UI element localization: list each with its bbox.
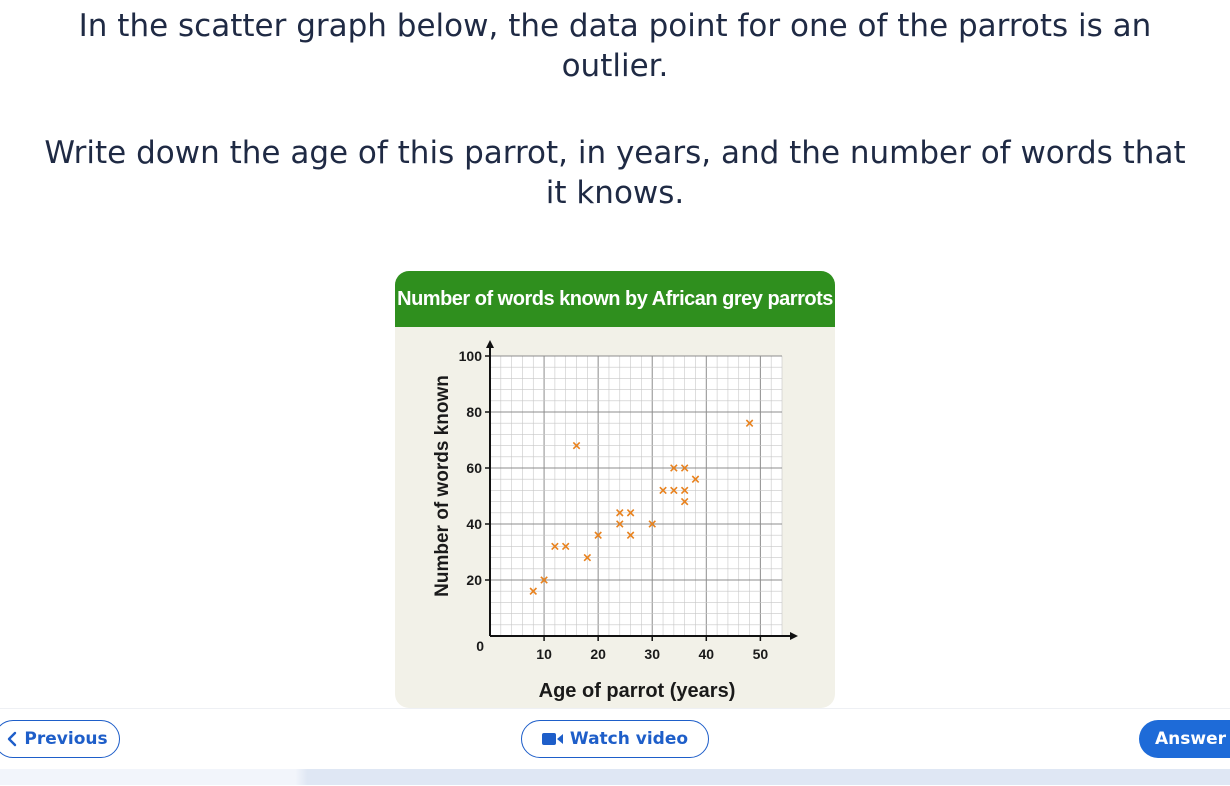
question-line-2: Write down the age of this parrot, in ye…	[44, 135, 1186, 211]
chart-title: Number of words known by African grey pa…	[395, 271, 835, 327]
video-camera-icon	[541, 732, 564, 746]
data-point	[680, 486, 689, 495]
data-point	[540, 576, 548, 584]
answer-label: Answer	[1155, 729, 1226, 749]
y-tick-label: 40	[466, 516, 482, 532]
data-point	[626, 531, 635, 539]
footer-bar	[0, 708, 1230, 786]
x-axis-arrow	[790, 632, 798, 640]
chevron-left-icon	[6, 731, 18, 747]
x-axis-label: Age of parrot (years)	[539, 680, 736, 702]
data-point	[680, 464, 689, 472]
data-point	[594, 531, 602, 539]
data-point	[648, 520, 656, 528]
data-point	[670, 486, 678, 495]
x-tick-label: 50	[753, 646, 769, 662]
footer-band	[0, 769, 1230, 785]
scatter-chart-card: Number of words known by African grey pa…	[395, 271, 835, 708]
question-text: In the scatter graph below, the data poi…	[30, 6, 1200, 213]
x-tick-label: 40	[699, 646, 715, 662]
watch-video-button[interactable]: Watch video	[521, 720, 709, 758]
data-point	[680, 497, 689, 506]
answer-button[interactable]: Answer	[1139, 720, 1230, 758]
data-point	[572, 441, 581, 450]
data-point	[616, 520, 624, 528]
data-point	[659, 486, 667, 495]
previous-button[interactable]: Previous	[0, 720, 120, 758]
data-point	[670, 464, 678, 472]
data-point	[626, 509, 635, 517]
watch-video-label: Watch video	[569, 729, 689, 749]
y-tick-label: 80	[466, 404, 482, 420]
y-tick-label: 100	[459, 348, 483, 364]
y-axis-arrow	[486, 340, 494, 348]
data-point	[561, 542, 570, 551]
x-tick-label: 20	[590, 646, 606, 662]
scatter-chart: 10 20 30 40 50 0 20 40 60 80 100 Age of parrot (ye…	[432, 340, 798, 702]
data-point	[691, 475, 700, 483]
data-point	[583, 553, 592, 562]
data-point	[551, 542, 559, 551]
question-line-1: In the scatter graph below, the data poi…	[78, 8, 1152, 84]
y-axis-label: Number of words known	[432, 375, 453, 597]
data-point	[745, 419, 754, 427]
plot-background	[490, 356, 782, 636]
x-tick-label: 10	[536, 646, 552, 662]
previous-label: Previous	[24, 729, 108, 749]
data-point	[529, 587, 538, 595]
y-tick-label: 60	[466, 460, 482, 476]
data-point	[616, 509, 624, 517]
x-tick-label: 30	[644, 646, 660, 662]
y-tick-label: 0	[476, 638, 484, 654]
y-tick-label: 20	[466, 572, 482, 588]
